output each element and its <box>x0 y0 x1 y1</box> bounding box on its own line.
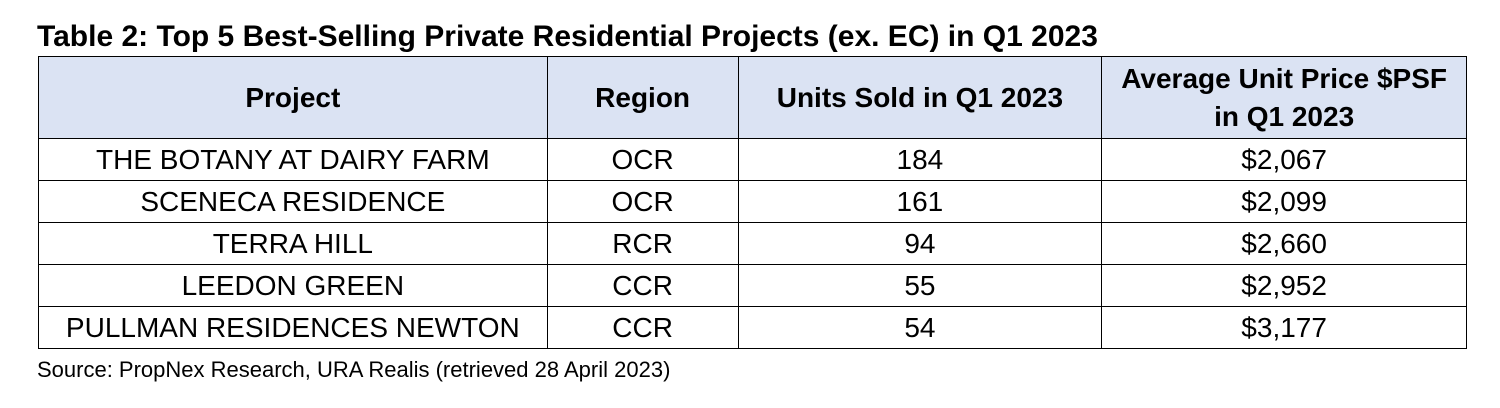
cell-average-price: $3,177 <box>1101 306 1467 349</box>
cell-project: TERRA HILL <box>38 222 548 265</box>
cell-region: OCR <box>546 138 739 181</box>
cell-region: RCR <box>546 222 739 265</box>
best-selling-projects-table: Project Region Units Sold in Q1 2023 Ave… <box>38 56 1467 349</box>
header-average-price-line1: Average Unit Price $PSF <box>1121 62 1447 94</box>
table-row: LEEDON GREEN CCR 55 $2,952 <box>38 264 1467 307</box>
header-average-price: Average Unit Price $PSF in Q1 2023 <box>1101 56 1467 139</box>
cell-units-sold: 54 <box>737 306 1103 349</box>
cell-average-price: $2,660 <box>1101 222 1467 265</box>
table-row: PULLMAN RESIDENCES NEWTON CCR 54 $3,177 <box>38 306 1467 349</box>
table-header-row: Project Region Units Sold in Q1 2023 Ave… <box>38 56 1467 139</box>
cell-region: OCR <box>546 180 739 223</box>
cell-project: SCENECA RESIDENCE <box>38 180 548 223</box>
cell-average-price: $2,099 <box>1101 180 1467 223</box>
cell-project: PULLMAN RESIDENCES NEWTON <box>38 306 548 349</box>
header-project: Project <box>38 56 548 139</box>
source-note: Source: PropNex Research, URA Realis (re… <box>37 357 671 382</box>
cell-average-price: $2,067 <box>1101 138 1467 181</box>
cell-project: THE BOTANY AT DAIRY FARM <box>38 138 548 181</box>
table-title: Table 2: Top 5 Best-Selling Private Resi… <box>37 20 1098 53</box>
cell-units-sold: 184 <box>737 138 1103 181</box>
cell-units-sold: 161 <box>737 180 1103 223</box>
header-region: Region <box>546 56 739 139</box>
cell-region: CCR <box>546 264 739 307</box>
cell-region: CCR <box>546 306 739 349</box>
cell-project: LEEDON GREEN <box>38 264 548 307</box>
header-units-sold: Units Sold in Q1 2023 <box>737 56 1103 139</box>
table-row: SCENECA RESIDENCE OCR 161 $2,099 <box>38 180 1467 223</box>
cell-average-price: $2,952 <box>1101 264 1467 307</box>
table-row: TERRA HILL RCR 94 $2,660 <box>38 222 1467 265</box>
cell-units-sold: 55 <box>737 264 1103 307</box>
header-average-price-line2: in Q1 2023 <box>1214 100 1355 132</box>
table-row: THE BOTANY AT DAIRY FARM OCR 184 $2,067 <box>38 138 1467 181</box>
cell-units-sold: 94 <box>737 222 1103 265</box>
